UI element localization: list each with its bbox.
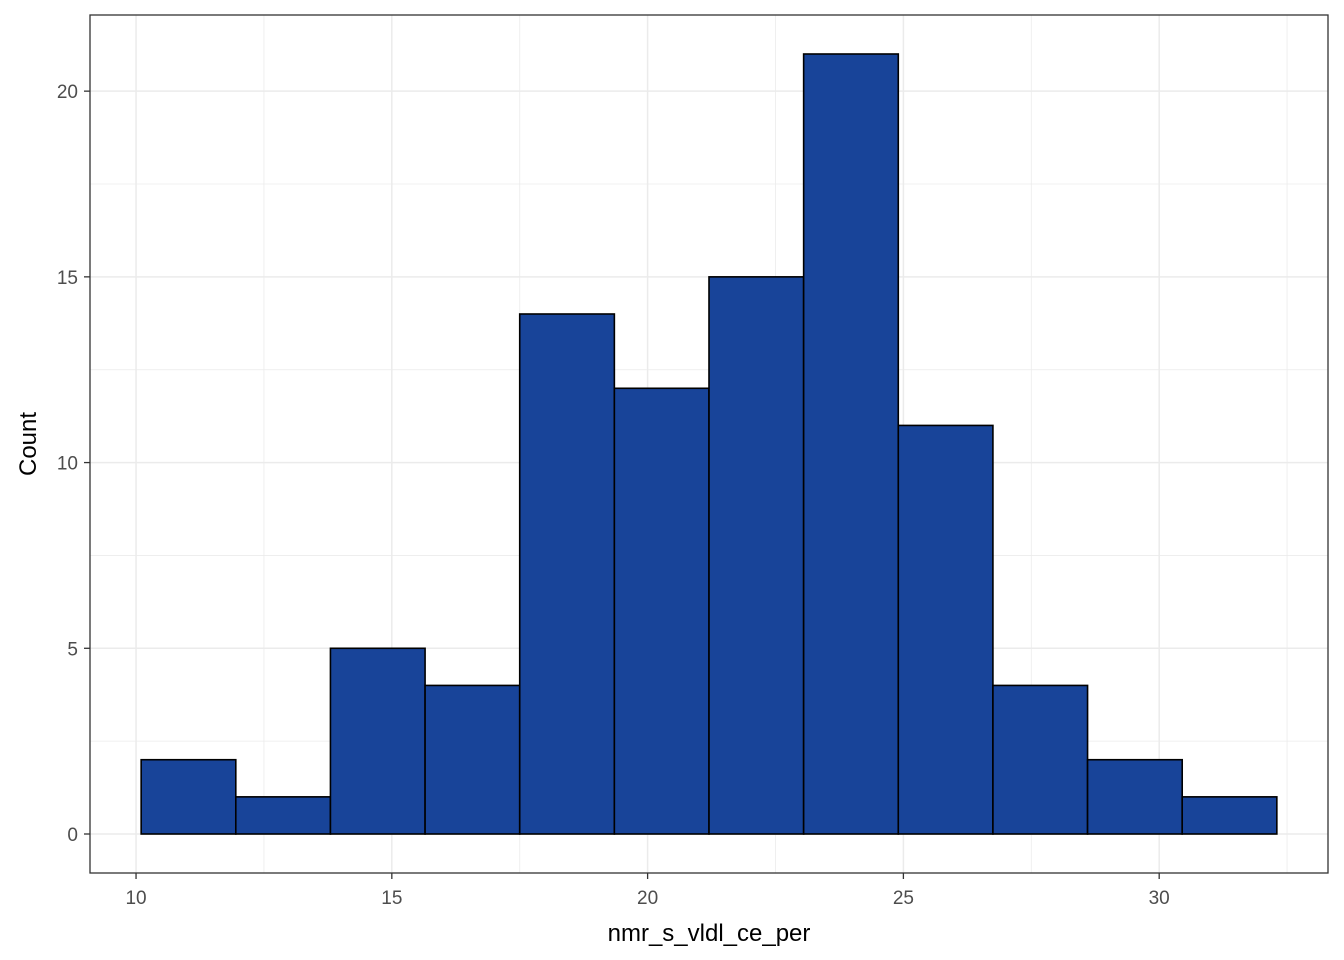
histogram-bar	[802, 53, 900, 835]
y-tick-label: 15	[57, 268, 78, 289]
histogram-bar	[992, 684, 1089, 835]
histogram-bar	[708, 276, 805, 835]
y-tick-label: 10	[57, 454, 78, 475]
histogram-bar	[518, 313, 616, 835]
x-tick-label: 20	[637, 888, 658, 909]
x-tick-label: 10	[125, 888, 146, 909]
y-axis-title: Count	[15, 412, 42, 476]
histogram-bar	[897, 424, 994, 835]
x-axis-ticks: 10 15 20 25 30	[125, 873, 1170, 909]
histogram-bar	[1181, 796, 1278, 835]
histogram-bar	[424, 684, 521, 835]
histogram-bars	[140, 53, 1278, 835]
y-tick-label: 0	[67, 825, 78, 846]
histogram-bar	[329, 647, 426, 835]
x-tick-label: 30	[1149, 888, 1170, 909]
y-tick-label: 20	[57, 82, 78, 103]
histogram-bar	[234, 796, 332, 835]
x-tick-label: 15	[381, 888, 402, 909]
histogram-bar	[1086, 758, 1184, 835]
histogram-bar	[140, 758, 237, 835]
panel-border	[89, 14, 1329, 874]
y-tick-label: 5	[67, 639, 78, 660]
y-axis-ticks: 0 5 10 15 20	[57, 82, 90, 846]
x-axis-title: nmr_s_vldl_ce_per	[608, 920, 811, 947]
x-tick-label: 25	[893, 888, 914, 909]
histogram-bar	[613, 387, 710, 835]
